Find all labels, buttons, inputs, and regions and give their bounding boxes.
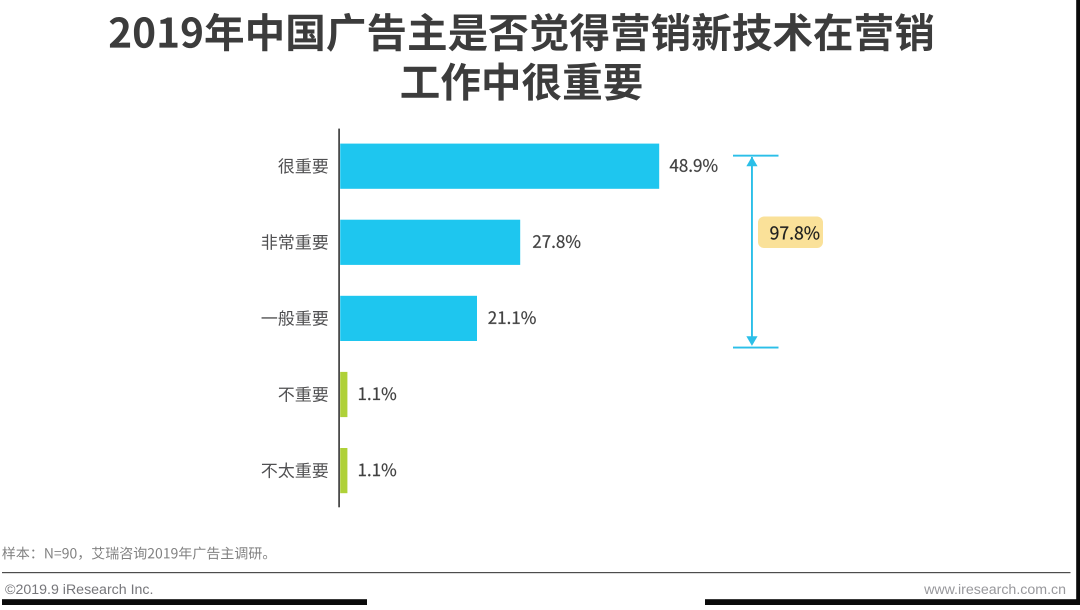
svg-text:©2019.9 iResearch Inc.: ©2019.9 iResearch Inc.: [5, 582, 153, 598]
svg-text:www.iresearch.com.cn: www.iresearch.com.cn: [923, 582, 1066, 598]
